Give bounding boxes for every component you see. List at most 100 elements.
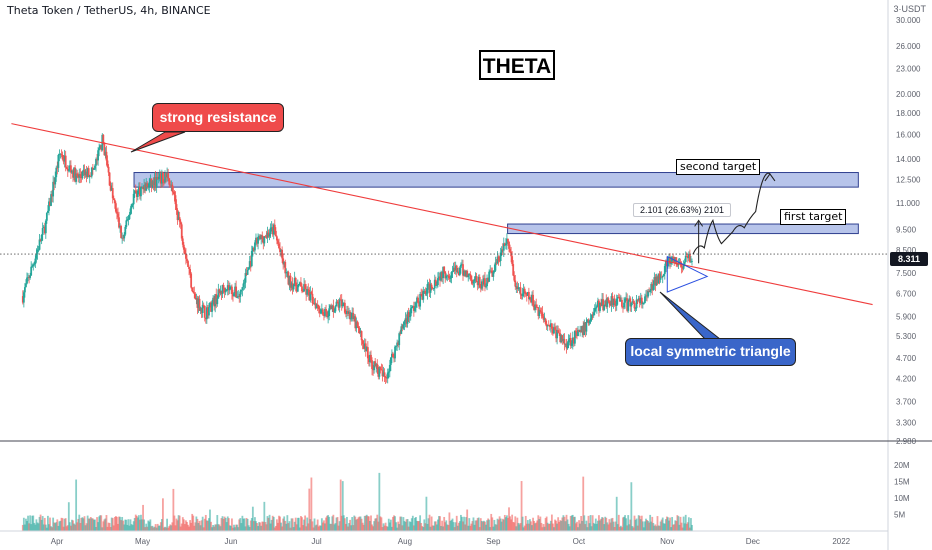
candle-body	[677, 263, 680, 266]
triangle-callout: local symmetric triangle	[625, 338, 796, 366]
candle-body	[499, 252, 502, 261]
volume-bar	[494, 524, 497, 531]
candle-body	[68, 165, 71, 170]
price-tick-label: 30.000	[896, 16, 921, 25]
volume-bar	[96, 517, 98, 531]
volume-bar	[22, 517, 25, 531]
volume-bar	[480, 520, 483, 531]
volume-bar	[265, 524, 268, 531]
volume-bar	[225, 522, 228, 531]
candle-body	[334, 306, 337, 312]
candle-body	[427, 283, 430, 285]
candle-body	[83, 169, 86, 176]
candle-body	[511, 256, 514, 265]
volume-bar	[310, 477, 313, 531]
candle-body	[164, 172, 166, 183]
candle-body	[382, 372, 385, 377]
candle-body	[310, 291, 313, 294]
candle-body	[238, 296, 241, 298]
candle-body	[480, 281, 483, 289]
candle-body	[110, 188, 113, 191]
candle-body	[87, 168, 90, 178]
volume-bar	[30, 524, 33, 531]
candle-body	[316, 304, 319, 307]
volume-bar	[483, 520, 485, 531]
volume-bar	[98, 516, 101, 531]
candle-body	[134, 190, 137, 192]
candle-body	[339, 299, 342, 301]
volume-bar	[304, 515, 307, 531]
candle-body	[48, 201, 50, 211]
volume-bar	[555, 520, 557, 531]
volume-bar	[288, 521, 291, 531]
candle-body	[404, 318, 407, 322]
candle-body	[102, 134, 105, 143]
volume-bar	[539, 516, 542, 531]
candle-body	[431, 287, 434, 289]
candle-body	[481, 281, 484, 285]
candle-body	[283, 261, 286, 265]
candle-body	[24, 287, 26, 293]
volume-bar	[639, 519, 642, 531]
volume-bar	[28, 523, 30, 531]
volume-bar	[655, 526, 658, 531]
candle-body	[243, 282, 246, 284]
volume-bar	[80, 517, 83, 531]
volume-bar	[547, 524, 550, 531]
volume-bar	[204, 514, 207, 531]
volume-bar	[495, 524, 498, 531]
drawings-layer	[0, 123, 888, 340]
candle-body	[336, 301, 339, 304]
candle-body	[371, 360, 373, 370]
volume-bar	[653, 525, 656, 531]
volume-bar	[397, 521, 400, 531]
volume-bar	[631, 526, 634, 531]
candle-body	[62, 159, 65, 162]
volume-bar	[182, 519, 185, 531]
volume-bar	[581, 520, 584, 531]
candle-body	[361, 340, 364, 344]
volume-bar	[501, 518, 504, 531]
candle-body	[360, 331, 363, 341]
candle-body	[556, 330, 559, 339]
candle-body	[512, 264, 515, 276]
volume-bar	[137, 515, 140, 531]
volume-bar	[127, 519, 130, 531]
candle-body	[546, 325, 549, 327]
volume-bar	[608, 519, 611, 531]
volume-bar	[659, 521, 662, 531]
candle-body	[82, 169, 85, 172]
volume-bar	[258, 522, 261, 531]
volume-bar	[330, 523, 333, 531]
volume-bar	[206, 520, 209, 531]
volume-bar	[667, 517, 669, 531]
volume-bar	[467, 525, 470, 531]
volume-bar	[499, 518, 502, 531]
price-tick-label: 5.900	[896, 313, 917, 322]
candle-body	[265, 237, 268, 238]
volume-bar	[29, 515, 32, 531]
candle-body	[590, 314, 593, 319]
candle-body	[144, 184, 147, 191]
volume-bar	[264, 521, 267, 531]
candle-body	[343, 302, 346, 313]
candle-body	[628, 298, 631, 302]
volume-bar	[221, 516, 224, 531]
volume-bar	[240, 523, 243, 531]
candle-body	[208, 307, 210, 316]
time-tick-label: Nov	[660, 537, 674, 546]
candle-body	[407, 312, 410, 318]
candle-body	[348, 311, 350, 314]
resistance-line	[11, 123, 873, 306]
candle-body	[408, 316, 411, 318]
candle-body	[58, 154, 61, 156]
candle-body	[195, 298, 198, 299]
volume-bar	[327, 515, 330, 531]
candle-body	[335, 301, 338, 307]
candle-body	[118, 217, 120, 228]
volume-bar	[442, 526, 445, 531]
volume-bar	[179, 526, 182, 531]
volume-bar	[87, 518, 90, 531]
